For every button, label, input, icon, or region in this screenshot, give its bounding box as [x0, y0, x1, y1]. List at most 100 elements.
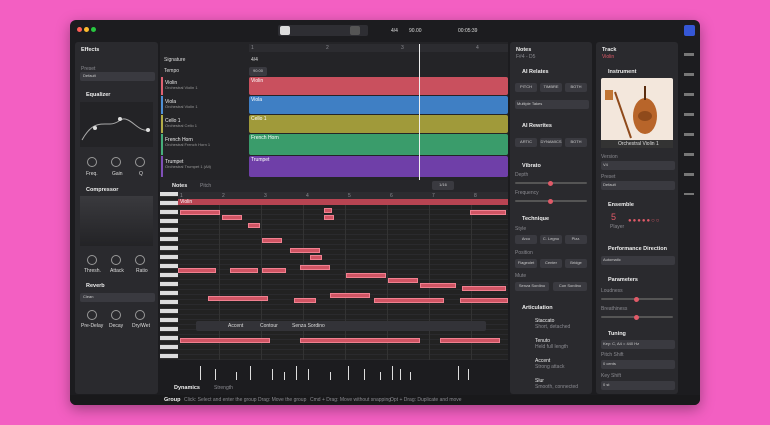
button[interactable]: Senza Sordino	[515, 282, 549, 291]
transport	[278, 25, 368, 36]
note-option[interactable]: Contour	[260, 323, 278, 329]
tuning-select[interactable]: Key: C, A4 = 440 Hz	[601, 340, 675, 349]
track-name: Viola	[165, 99, 177, 105]
button[interactable]: Con Sordino	[553, 282, 587, 291]
knob-label: Dry/Wet	[132, 323, 150, 329]
note	[460, 298, 508, 303]
ruler-label: 4	[476, 45, 479, 51]
slider[interactable]	[515, 180, 587, 186]
dynamic-stem	[364, 369, 365, 380]
button[interactable]: BOTH	[565, 83, 587, 92]
note	[222, 215, 242, 220]
version-select[interactable]: V4	[601, 161, 675, 170]
zoom-button[interactable]	[91, 27, 96, 32]
knob[interactable]	[135, 157, 145, 167]
slider[interactable]	[601, 296, 673, 302]
knob-label: Attack	[110, 268, 124, 274]
ruler-label: 1	[180, 193, 183, 199]
note	[462, 286, 506, 291]
label: Preset	[81, 66, 96, 72]
playhead	[419, 44, 420, 180]
button[interactable]: BOTH	[565, 138, 587, 147]
button[interactable]: Bridge	[565, 259, 587, 268]
clip	[249, 115, 508, 133]
dynamic-stem	[330, 372, 331, 380]
button[interactable]: DYNAMICS	[540, 138, 562, 147]
takes-select[interactable]: Multiple Takes	[515, 100, 589, 109]
knob-label: Thresh.	[84, 268, 101, 274]
keyboard	[160, 192, 178, 360]
loop-button[interactable]	[350, 26, 360, 35]
note	[300, 338, 420, 343]
dynamic-stem	[250, 366, 251, 380]
knob[interactable]	[135, 310, 145, 320]
section-title: Ensemble	[608, 202, 634, 208]
button[interactable]: ARTIC	[515, 138, 537, 147]
note	[208, 296, 268, 301]
tab[interactable]: Strength	[214, 385, 233, 391]
dynamic-stem	[392, 366, 393, 380]
button[interactable]: TIMBRE	[540, 83, 562, 92]
track-instrument: Orchestral French Horn 1	[165, 142, 211, 147]
preset-select[interactable]: Default	[80, 72, 155, 81]
button[interactable]: C. Legno	[540, 235, 562, 244]
reverb-select[interactable]: Clean	[80, 293, 155, 302]
knob[interactable]	[87, 310, 97, 320]
value: 4/4	[251, 57, 258, 63]
knob[interactable]	[87, 157, 97, 167]
dynamic-stem	[296, 366, 297, 380]
slider[interactable]	[515, 198, 587, 204]
note-option[interactable]: Senza Sordino	[292, 323, 325, 329]
dynamic-stem	[468, 369, 469, 380]
key-shift[interactable]: 0 st	[601, 381, 675, 390]
track-instrument: Orchestral Violin 1	[165, 85, 198, 90]
players: 5	[611, 212, 617, 222]
tempo: 90.00	[409, 28, 422, 34]
minimize-button[interactable]	[84, 27, 89, 32]
knob[interactable]	[87, 255, 97, 265]
button[interactable]: PITCH	[515, 83, 537, 92]
time: 00:05:39	[458, 28, 478, 34]
knob[interactable]	[135, 255, 145, 265]
slider[interactable]	[601, 314, 673, 320]
pitch-shift[interactable]: 0 cents	[601, 360, 675, 369]
button[interactable]: Flageolet	[515, 259, 537, 268]
button[interactable]: Center	[540, 259, 562, 268]
note	[300, 265, 330, 270]
note-option[interactable]: Accent	[228, 323, 244, 329]
clip	[249, 96, 508, 114]
button[interactable]: Pizz.	[565, 235, 587, 244]
tab[interactable]: Pitch	[200, 183, 212, 189]
tab[interactable]: Dynamics	[174, 385, 200, 391]
close-button[interactable]	[77, 27, 82, 32]
ruler-label: 4	[306, 193, 309, 199]
panel-title: Track	[602, 47, 617, 53]
play-button[interactable]	[280, 26, 290, 35]
note	[346, 273, 386, 278]
ruler-label: 3	[264, 193, 267, 199]
articulation-desc: Smooth, connected	[535, 384, 579, 390]
panel-title: Effects	[81, 47, 100, 53]
instrument-bar	[601, 140, 673, 148]
tab[interactable]: Notes	[172, 183, 188, 189]
direction-select[interactable]: Automatic	[601, 256, 675, 265]
instrument: Orchestral Violin 1	[618, 141, 659, 147]
preset-select[interactable]: Default	[601, 181, 675, 190]
label: Mute	[515, 273, 527, 279]
knob[interactable]	[111, 157, 121, 167]
button[interactable]: Arco	[515, 235, 537, 244]
track-color	[161, 156, 163, 177]
status-bar	[70, 395, 700, 405]
clip-name: Violin	[251, 78, 264, 84]
label: Tempo	[164, 68, 180, 74]
knob[interactable]	[111, 310, 121, 320]
side-icons[interactable]	[684, 45, 694, 195]
grid-select[interactable]: 1/16	[432, 181, 454, 190]
section-title: Compressor	[86, 187, 119, 193]
track-name: Trumpet	[165, 159, 184, 165]
status-hint: Cmd + Drag: Move without snapping	[310, 397, 392, 403]
clip	[249, 134, 508, 155]
knob[interactable]	[111, 255, 121, 265]
dynamic-stem	[236, 372, 237, 380]
